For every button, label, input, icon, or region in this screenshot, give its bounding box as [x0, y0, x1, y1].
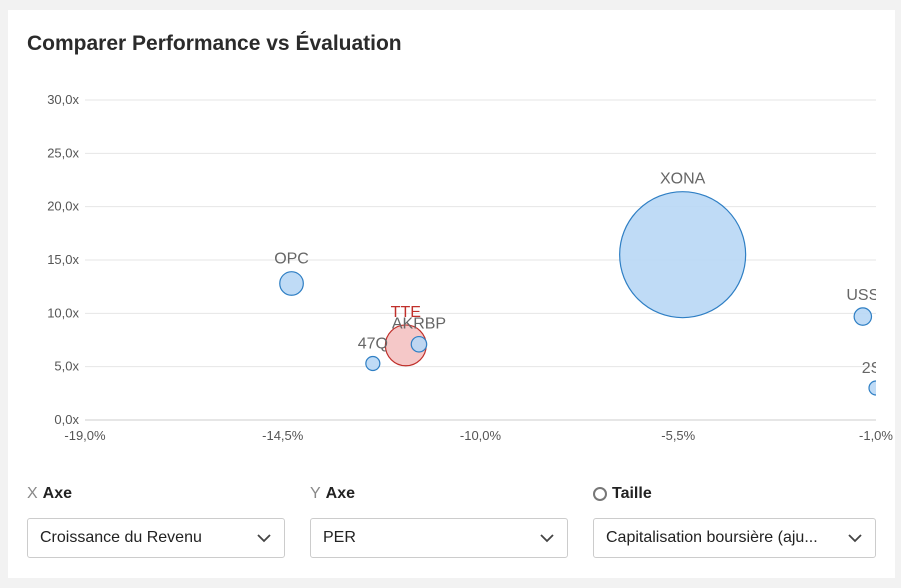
size-select-value: Capitalisation boursière (aju...	[606, 529, 818, 546]
bubble-label-47q: 47Q	[358, 335, 388, 352]
chevron-down-icon	[848, 534, 862, 543]
ring-icon	[593, 487, 607, 501]
size-select[interactable]: Capitalisation boursière (aju...	[593, 518, 876, 558]
x-axis-select[interactable]: Croissance du Revenu	[27, 518, 285, 558]
y-tick-label: 0,0x	[54, 412, 79, 427]
bubble-label-uss: USS	[846, 287, 879, 304]
y-tick-label: 10,0x	[47, 305, 79, 320]
bubble-uss[interactable]	[853, 307, 873, 326]
bubble-xona[interactable]	[619, 191, 747, 319]
y-tick-label: 30,0x	[47, 92, 79, 107]
x-tick-label: -10,0%	[460, 428, 502, 443]
y-axis-prefix: Y	[310, 485, 321, 502]
chevron-down-icon	[257, 534, 271, 543]
bubble-label-tte: TTE	[391, 304, 421, 321]
scatter-chart: 0,0x 5,0x 10,0x 15,0x 20,0x 25,0x 30,0x -19,0% -…	[47, 92, 893, 443]
y-axis-control-label: Y Axe	[310, 485, 355, 503]
y-axis-label: Axe	[325, 485, 356, 502]
x-tick-label: -5,5%	[661, 428, 695, 443]
chart-title: Comparer Performance vs Évaluation	[27, 32, 402, 55]
bubble-opc[interactable]	[279, 271, 304, 296]
x-axis-prefix: X	[27, 485, 38, 502]
x-axis-control-label: X Axe	[27, 485, 72, 503]
chevron-down-icon	[540, 534, 554, 543]
bubble-2s3[interactable]	[868, 380, 883, 396]
y-tick-label: 5,0x	[54, 359, 79, 374]
x-axis-label: Axe	[42, 485, 73, 502]
bubble-47q[interactable]	[365, 355, 381, 372]
bubble-akrbp[interactable]	[410, 335, 428, 353]
y-tick-label: 20,0x	[47, 199, 79, 214]
bubble-label-akrbp: AKRBP	[392, 316, 446, 333]
y-axis-select-value: PER	[323, 529, 356, 546]
x-tick-label: -1,0%	[859, 428, 893, 443]
size-control-label: Taille	[593, 485, 652, 503]
bubble-label-2s3: 2S3	[862, 360, 891, 377]
size-label: Taille	[612, 485, 652, 502]
y-axis-select[interactable]: PER	[310, 518, 568, 558]
bubble-label-xona: XONA	[660, 171, 706, 188]
y-tick-label: 15,0x	[47, 252, 79, 267]
bubble-label-opc: OPC	[274, 251, 309, 268]
chart-card: Comparer Performance vs Évaluation 0,0x 5…	[8, 10, 895, 578]
x-axis-select-value: Croissance du Revenu	[40, 529, 202, 546]
x-tick-label: -19,0%	[64, 428, 106, 443]
y-tick-label: 25,0x	[47, 145, 79, 160]
x-tick-label: -14,5%	[262, 428, 304, 443]
